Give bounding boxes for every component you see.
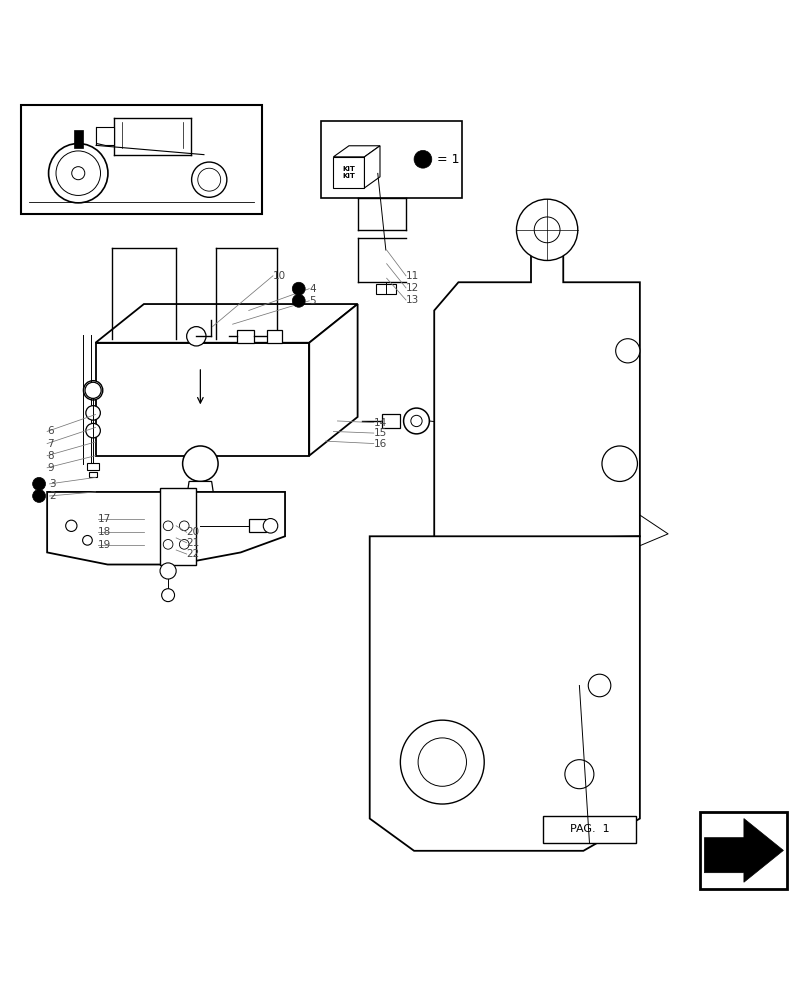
Bar [89,472,97,477]
Text: 10: 10 [272,271,285,281]
Circle shape [179,521,189,531]
Bar [267,330,281,343]
Text: = 1: = 1 [437,153,459,166]
Text: 9: 9 [47,463,54,473]
Bar [20,105,262,214]
Circle shape [263,519,277,533]
Polygon shape [47,492,285,565]
Text: 12: 12 [406,283,418,293]
Circle shape [403,408,429,434]
Bar [88,463,99,470]
Text: 13: 13 [406,295,418,305]
Circle shape [86,423,101,438]
Text: 2: 2 [49,491,56,501]
Text: 8: 8 [47,451,54,461]
Text: 19: 19 [98,540,111,550]
Circle shape [85,382,101,398]
Polygon shape [187,481,214,498]
Circle shape [84,381,103,400]
Circle shape [66,520,77,531]
Circle shape [516,199,577,260]
Text: 17: 17 [98,514,111,524]
Circle shape [32,490,45,502]
Circle shape [564,760,593,789]
Polygon shape [309,304,357,456]
Circle shape [414,150,431,168]
Text: 3: 3 [49,479,56,489]
Polygon shape [96,304,357,343]
Bar [700,812,787,889]
Polygon shape [369,536,639,851]
Circle shape [587,674,610,697]
Text: 18: 18 [98,527,111,537]
Text: 15: 15 [373,428,387,438]
Circle shape [615,339,639,363]
Circle shape [400,720,483,804]
Text: 14: 14 [373,418,387,428]
Circle shape [534,217,560,243]
Text: 11: 11 [406,271,418,281]
Circle shape [163,521,173,531]
Circle shape [182,446,218,481]
Bar [543,816,635,843]
Circle shape [418,738,466,786]
Polygon shape [74,130,83,148]
Text: 6: 6 [47,426,54,436]
Text: KIT
KIT: KIT KIT [342,166,355,179]
Circle shape [32,477,45,490]
Circle shape [179,540,189,549]
Bar [248,519,266,532]
Polygon shape [703,819,783,882]
Circle shape [163,540,173,549]
Polygon shape [96,343,309,456]
Circle shape [410,415,422,427]
Circle shape [160,563,176,579]
Bar [321,121,462,198]
Text: 4: 4 [309,284,315,294]
Polygon shape [160,488,196,565]
Circle shape [292,294,305,307]
Text: 16: 16 [373,439,387,449]
Circle shape [601,446,637,481]
Text: 7: 7 [47,439,54,449]
Text: 22: 22 [187,549,200,559]
Text: 5: 5 [309,296,315,306]
Circle shape [292,282,305,295]
Circle shape [540,578,553,591]
Polygon shape [434,230,639,540]
Circle shape [161,589,174,602]
Polygon shape [333,157,364,188]
Circle shape [83,535,92,545]
Bar [375,284,395,294]
Text: PAG.  1: PAG. 1 [569,824,608,834]
Bar [236,330,254,343]
Polygon shape [96,127,114,145]
Polygon shape [333,146,380,157]
Circle shape [86,406,101,420]
Bar [381,414,399,428]
Text: 20: 20 [187,527,200,537]
Polygon shape [191,498,210,508]
Text: 21: 21 [187,538,200,548]
Circle shape [187,327,206,346]
Polygon shape [364,146,380,188]
